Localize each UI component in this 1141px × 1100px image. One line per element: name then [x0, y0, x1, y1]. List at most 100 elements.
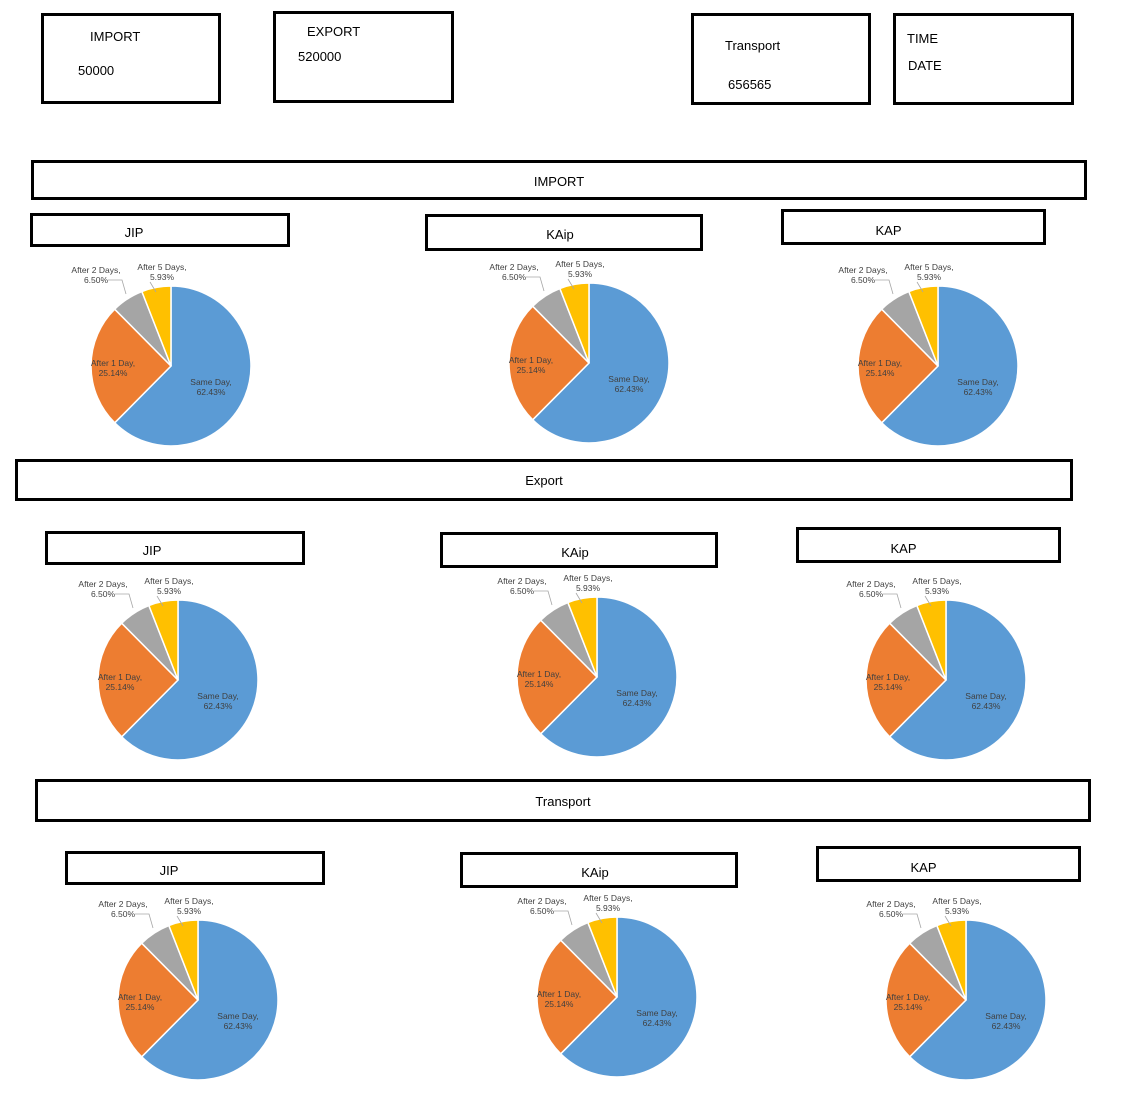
data-label: After 2 Days, 6.50% — [78, 579, 127, 599]
chart-title-box: KAip — [440, 532, 718, 568]
pie-svg: Same Day, 62.43% After 1 Day, 25.14% After 2… — [838, 262, 1019, 447]
data-label: Same Day, 62.43% — [190, 377, 231, 397]
pie-chart-transport-jip: Same Day, 62.43% After 1 Day, 25.14% After 2… — [97, 896, 282, 1086]
chart-title: KAP — [875, 223, 902, 238]
pie-slice-after-5-days — [915, 599, 947, 681]
leader-line — [176, 915, 184, 927]
export-card-label: EXPORT — [307, 24, 361, 39]
leader-line — [916, 281, 924, 293]
pie-slice-after-1-day — [885, 942, 968, 1058]
pie-svg: Same Day, 62.43% After 1 Day, 25.14% After 2… — [71, 262, 252, 447]
section-title: IMPORT — [533, 174, 585, 189]
data-label: After 5 Days, 5.93% — [932, 896, 981, 916]
chart-title: JIP — [159, 863, 179, 878]
import-card-label: IMPORT — [90, 29, 141, 44]
section-title: Transport — [535, 794, 591, 809]
import-section-banner: IMPORT — [31, 160, 1087, 200]
pie-slice-after-1-day — [117, 942, 200, 1058]
data-label: After 2 Days, 6.50% — [489, 262, 538, 282]
chart-title-box: JIP — [45, 531, 305, 565]
pie-slice-after-1-day — [97, 622, 180, 738]
pie-svg: Same Day, 62.43% After 1 Day, 25.14% After 2… — [78, 576, 259, 761]
chart-title-box: KAP — [781, 209, 1046, 245]
data-label: After 5 Days, 5.93% — [583, 893, 632, 913]
pie-slice-after-1-day — [90, 308, 173, 424]
pie-slice-after-5-days — [167, 919, 199, 1001]
pie-svg: Same Day, 62.43% After 1 Day, 25.14% After 2… — [846, 576, 1027, 761]
pie-chart-transport-kap: Same Day, 62.43% After 1 Day, 25.14% After 2… — [865, 896, 1050, 1086]
pie-slice-same-day — [113, 285, 252, 447]
time-label: TIME — [907, 31, 939, 46]
chart-title: KAip — [546, 227, 574, 242]
data-label: After 2 Days, 6.50% — [497, 576, 546, 596]
data-label: Same Day, 62.43% — [197, 691, 238, 711]
leader-line — [875, 279, 894, 295]
data-label: Same Day, 62.43% — [217, 1011, 258, 1031]
data-label: After 1 Day, 25.14% — [537, 989, 581, 1009]
data-label: After 5 Days, 5.93% — [555, 259, 604, 279]
leader-line — [108, 279, 127, 295]
transport-section-banner: Transport — [35, 779, 1091, 822]
pie-slice-after-5-days — [140, 285, 172, 367]
import-card: IMPORT 50000 — [41, 13, 221, 104]
data-label: After 2 Days, 6.50% — [98, 899, 147, 919]
pie-slice-after-5-days — [566, 596, 598, 678]
data-label: After 1 Day, 25.14% — [858, 358, 902, 378]
pie-slice-after-5-days — [558, 282, 590, 364]
chart-title: JIP — [124, 225, 144, 240]
chart-title: KAip — [561, 545, 589, 560]
data-label: Same Day, 62.43% — [636, 1008, 677, 1028]
pie-slice-after-1-day — [857, 308, 940, 424]
leader-line — [595, 912, 603, 924]
pie-slice-after-1-day — [536, 939, 619, 1055]
pie-slice-same-day — [559, 916, 698, 1078]
pie-slice-same-day — [120, 599, 259, 761]
data-label: After 1 Day, 25.14% — [517, 669, 561, 689]
transport-card: Transport 656565 — [691, 13, 871, 105]
leader-line — [883, 593, 902, 609]
time-date-card: TIME DATE — [893, 13, 1074, 105]
pie-slice-same-day — [140, 919, 279, 1081]
data-label: After 5 Days, 5.93% — [563, 573, 612, 593]
leader-line — [115, 593, 134, 609]
transport-card-label: Transport — [725, 38, 781, 53]
pie-slice-after-1-day — [865, 622, 948, 738]
export-card: EXPORT 520000 — [273, 11, 454, 103]
pie-chart-export-kaip: Same Day, 62.43% After 1 Day, 25.14% After 2… — [496, 573, 681, 763]
data-label: Same Day, 62.43% — [957, 377, 998, 397]
data-label: After 1 Day, 25.14% — [509, 355, 553, 375]
import-card-value: 50000 — [78, 63, 115, 78]
leader-line — [526, 276, 545, 292]
chart-title-box: JIP — [65, 851, 325, 885]
pie-slice-after-5-days — [147, 599, 179, 681]
data-label: After 1 Day, 25.14% — [91, 358, 135, 378]
export-card-value: 520000 — [298, 49, 342, 64]
date-label: DATE — [908, 58, 942, 73]
leader-line — [944, 915, 952, 927]
chart-title: KAP — [890, 541, 917, 556]
pie-slice-same-day — [888, 599, 1027, 761]
data-label: Same Day, 62.43% — [608, 374, 649, 394]
chart-title-box: KAP — [796, 527, 1061, 563]
chart-title: KAP — [910, 860, 937, 875]
chart-title-box: KAip — [425, 214, 703, 251]
chart-title-box: JIP — [30, 213, 290, 247]
leader-line — [534, 590, 553, 606]
pie-svg: Same Day, 62.43% After 1 Day, 25.14% After 2… — [517, 893, 698, 1078]
data-label: Same Day, 62.43% — [965, 691, 1006, 711]
data-label: After 2 Days, 6.50% — [846, 579, 895, 599]
data-label: After 5 Days, 5.93% — [912, 576, 961, 596]
data-label: After 5 Days, 5.93% — [137, 262, 186, 282]
pie-slice-after-1-day — [516, 619, 599, 735]
data-label: After 1 Day, 25.14% — [98, 672, 142, 692]
data-label: After 5 Days, 5.93% — [164, 896, 213, 916]
leader-line — [149, 281, 157, 293]
chart-title: JIP — [142, 543, 162, 558]
leader-line — [903, 913, 922, 929]
leader-line — [135, 913, 154, 929]
pie-chart-import-kap: Same Day, 62.43% After 1 Day, 25.14% After 2… — [837, 262, 1022, 452]
data-label: After 1 Day, 25.14% — [118, 992, 162, 1012]
data-label: After 2 Days, 6.50% — [866, 899, 915, 919]
pie-slice-after-1-day — [508, 305, 591, 421]
leader-line — [575, 592, 583, 604]
